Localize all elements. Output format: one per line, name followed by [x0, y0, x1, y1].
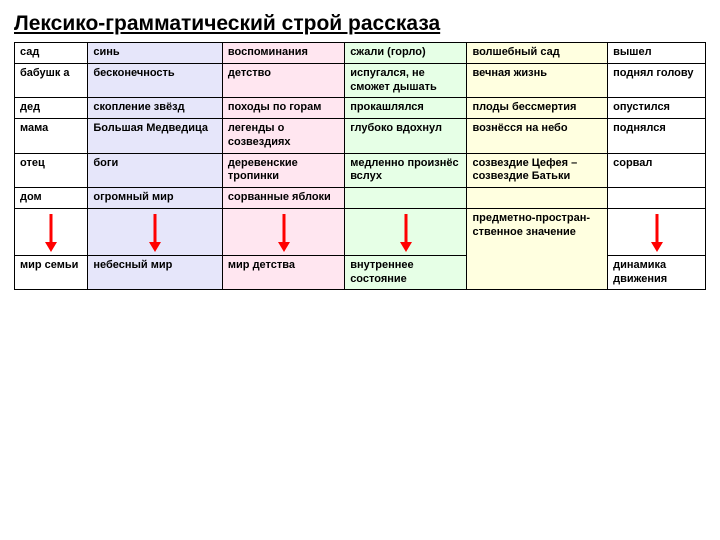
bottom-cell: динамика движения: [608, 255, 706, 290]
cell: детство: [222, 63, 344, 98]
down-arrow-icon: [148, 214, 162, 252]
arrow-cell: [222, 208, 344, 255]
table-row: дом огромный мир сорванные яблоки: [15, 188, 706, 209]
cell: сжали (горло): [345, 43, 467, 64]
cell: бабушк а: [15, 63, 88, 98]
cell: волшебный сад: [467, 43, 608, 64]
bottom-cell: мир детства: [222, 255, 344, 290]
table-row: отец боги деревен­ские тропинки медленно…: [15, 153, 706, 188]
cell: поднялся: [608, 119, 706, 154]
cell: плоды бессмер­тия: [467, 98, 608, 119]
bottom-cell: мир семьи: [15, 255, 88, 290]
bottom-cell: внутреннее состояние: [345, 255, 467, 290]
arrow-cell: [88, 208, 223, 255]
bottom-cell: небесный мир: [88, 255, 223, 290]
cell: боги: [88, 153, 223, 188]
down-arrow-icon: [650, 214, 664, 252]
cell: вышел: [608, 43, 706, 64]
cell: отец: [15, 153, 88, 188]
cell: [608, 188, 706, 209]
table-row: мама Большая Медведица легенды о созвезд…: [15, 119, 706, 154]
cell: вознёсся на небо: [467, 119, 608, 154]
cell: сорванные яблоки: [222, 188, 344, 209]
cell: воспомина­ния: [222, 43, 344, 64]
page-title: Лексико-грамматический строй рассказа: [14, 12, 706, 36]
down-arrow-icon: [277, 214, 291, 252]
cell: дом: [15, 188, 88, 209]
down-arrow-icon: [399, 214, 413, 252]
cell: деревен­ские тропинки: [222, 153, 344, 188]
cell: бесконечность: [88, 63, 223, 98]
cell: сад: [15, 43, 88, 64]
cell: опустился: [608, 98, 706, 119]
cell: поднял голову: [608, 63, 706, 98]
arrow-cell: [345, 208, 467, 255]
cell: [467, 188, 608, 209]
table-row: бабушк а бесконечность детство испугался…: [15, 63, 706, 98]
cell: Большая Медведица: [88, 119, 223, 154]
cell: дед: [15, 98, 88, 119]
cell: [345, 188, 467, 209]
cell: прокашлял­ся: [345, 98, 467, 119]
cell: вечная жизнь: [467, 63, 608, 98]
arrow-cell: [15, 208, 88, 255]
cell: походы по горам: [222, 98, 344, 119]
cell: созвездие Цефея – созвездие Батьки: [467, 153, 608, 188]
cell: мама: [15, 119, 88, 154]
cell: легенды о созвездиях: [222, 119, 344, 154]
arrow-cell: [608, 208, 706, 255]
cell: огромный мир: [88, 188, 223, 209]
cell: глубоко вдохнул: [345, 119, 467, 154]
lexical-table: сад синь воспомина­ния сжали (горло) вол…: [14, 42, 706, 290]
table-row: сад синь воспомина­ния сжали (горло) вол…: [15, 43, 706, 64]
cell: медленно произнёс вслух: [345, 153, 467, 188]
bottom-cell: предметно-простран­ственное значение: [467, 208, 608, 290]
cell: сорвал: [608, 153, 706, 188]
cell: скопление звёзд: [88, 98, 223, 119]
cell: синь: [88, 43, 223, 64]
table-row: дед скопление звёзд походы по горам прок…: [15, 98, 706, 119]
cell: испугался, не сможет дышать: [345, 63, 467, 98]
down-arrow-icon: [44, 214, 58, 252]
arrow-row: предметно-простран­ственное значение: [15, 208, 706, 255]
